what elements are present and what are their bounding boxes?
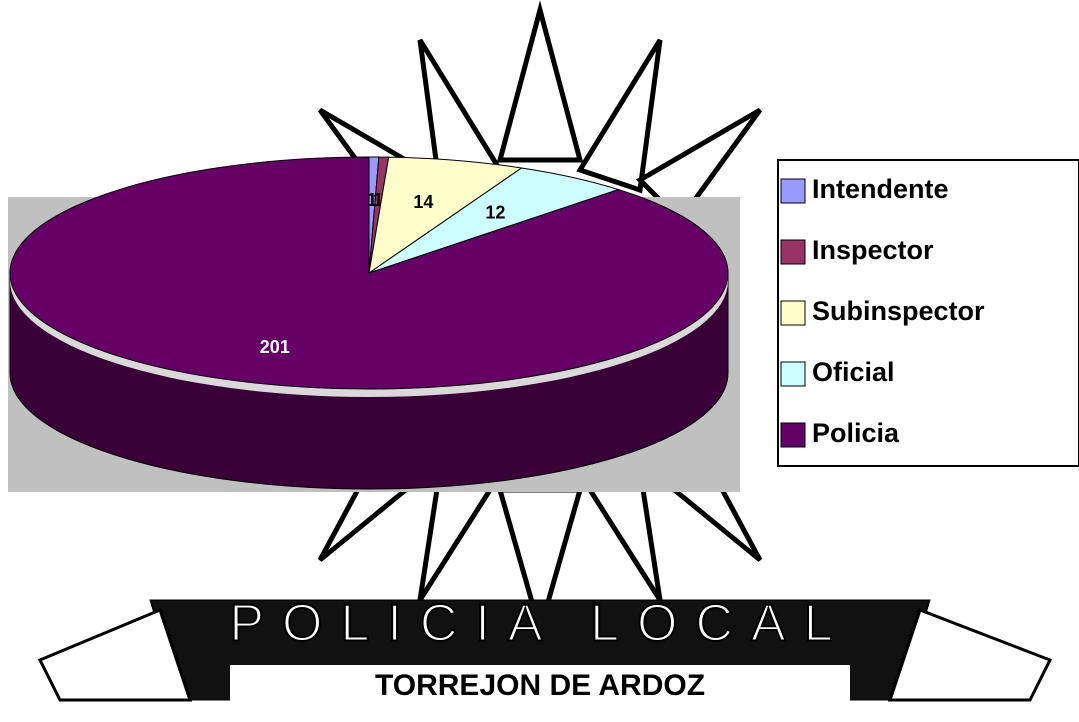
- data-label: 1: [367, 190, 377, 210]
- data-label: 1: [373, 190, 383, 210]
- banner: POLICIA LOCAL TORREJON DE ARDOZ: [37, 594, 1053, 705]
- legend-label: Subinspector: [812, 296, 985, 326]
- pie: 11 14 12 201: [9, 156, 729, 490]
- legend-swatch: [780, 361, 806, 387]
- data-label: 14: [413, 192, 433, 212]
- banner-title: POLICIA LOCAL: [229, 595, 850, 653]
- pie-slice: [9, 156, 729, 390]
- legend-swatch: [780, 178, 806, 204]
- legend-box: [777, 159, 1079, 467]
- legend-label: Inspector: [812, 235, 934, 265]
- data-label: 12: [485, 203, 505, 223]
- legend-label: Intendente: [812, 174, 949, 204]
- legend-swatch: [780, 300, 806, 326]
- legend: Intendente Inspector Subinspector Oficial Po…: [780, 174, 985, 448]
- legend-label: Policia: [812, 418, 900, 448]
- data-label: 201: [260, 337, 290, 357]
- legend-swatch: [780, 239, 806, 265]
- legend-swatch: [780, 422, 806, 448]
- legend-label: Oficial: [812, 357, 895, 387]
- banner-subtitle: TORREJON DE ARDOZ: [375, 669, 705, 702]
- pie-slice: [368, 156, 523, 275]
